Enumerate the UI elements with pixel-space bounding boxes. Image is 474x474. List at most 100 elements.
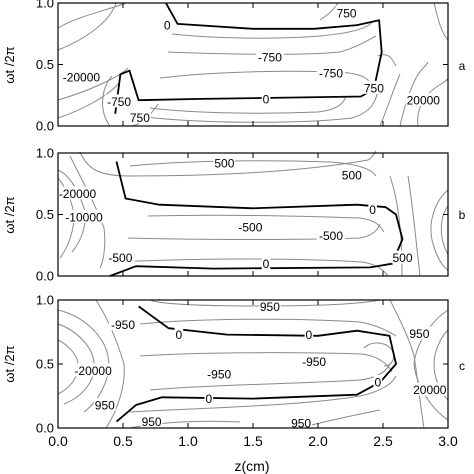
panel-c-label-bg — [304, 327, 314, 341]
x-tick-label: 0.0 — [48, 433, 68, 449]
panel-a-contour — [57, 67, 129, 101]
panel-c: 950 -950 0 0 950 -20000 -950 -950 0 20000 950 0 950 9… — [57, 299, 465, 430]
panel-a-contour-label: 0 — [263, 92, 270, 106]
y-tick-label: 0.5 — [36, 357, 54, 372]
panel-c-contour-label: 0 — [176, 328, 183, 342]
panel-a-contour-label: 750 — [364, 81, 384, 95]
y-tick-label: 1.0 — [36, 0, 54, 11]
panel-c-contour — [57, 309, 110, 413]
panel-b-contour-label: -500 — [238, 220, 262, 234]
panel-a-label: a — [459, 59, 466, 73]
panel-c-contour-label: 950 — [291, 416, 311, 430]
panel-a-contour — [135, 83, 379, 123]
x-tick-label: 2.5 — [373, 433, 393, 449]
panel-c-label-bg — [204, 391, 214, 405]
panel-c-thin-contours — [57, 299, 449, 429]
panel-a-label-bg — [405, 93, 441, 107]
panel-c-contour — [57, 323, 95, 405]
panel-c-label-bg — [290, 415, 312, 429]
panel-a-contour-label: 0 — [164, 19, 171, 33]
panel-a-label-bg — [255, 50, 285, 64]
panel-c-contour-label: 20000 — [413, 383, 447, 397]
panel-b-contour-label: 500 — [214, 156, 234, 170]
panel-a-contour-label: -750 — [107, 95, 131, 109]
panel-b-contour — [440, 205, 449, 255]
panel-b-label-bg — [236, 219, 265, 233]
panel-b-zero-contour — [109, 161, 404, 277]
panel-c-contour — [149, 363, 391, 391]
panel-b-contour-label: -20000 — [59, 187, 97, 201]
y-axis-label-b: ωt /2π — [2, 196, 17, 233]
x-tick-label: 3.0 — [438, 433, 458, 449]
panel-c-label-bg — [93, 397, 116, 411]
panel-c-contour — [129, 375, 397, 413]
panel-a-contour-label: -750 — [258, 51, 282, 65]
panel-a-contour — [379, 73, 401, 127]
panel-b-contour — [69, 155, 106, 269]
panel-a-label-bg — [335, 5, 358, 19]
panel-c-label-bg — [408, 326, 431, 340]
panel-a-contour-label: 20000 — [407, 94, 441, 108]
x-axis-label: z(cm) — [235, 458, 270, 474]
panel-a-contour — [167, 35, 377, 55]
panel-c-contour-label: 950 — [409, 327, 429, 341]
panel-b-contour-label: 500 — [392, 251, 412, 265]
x-tick-label: 2.0 — [308, 433, 328, 449]
panel-a-contour-labels: 0 750 -20000 -750 -750 0 750 20000 750 -750 — [60, 5, 441, 125]
panel-b-label: b — [459, 208, 466, 222]
panel-c-contour-label: 0 — [205, 392, 212, 406]
panel-b-label-bg — [63, 209, 105, 223]
panel-c-label-bg — [373, 374, 383, 388]
panel-a-zero-contour — [114, 2, 383, 114]
panel-c-contour — [413, 309, 449, 421]
panel-b-label-bg — [213, 155, 236, 169]
panel-c-label-bg — [412, 382, 448, 396]
panel-a-contour-label: 750 — [130, 111, 150, 125]
panel-a-contour — [433, 2, 449, 41]
panel-c-label-bg — [205, 367, 234, 381]
panel-a-label-bg — [261, 91, 271, 105]
panel-a-contour — [171, 21, 373, 39]
panel-b-label-bg — [340, 168, 363, 182]
panel-c-label-bg — [108, 317, 138, 331]
panel-b-contour-label: 0 — [369, 203, 376, 217]
panel-c-contour-label: -950 — [111, 318, 135, 332]
panel-a-contour — [417, 77, 449, 127]
panel-a-label-bg — [363, 80, 385, 94]
panel-b-contour-label: 0 — [263, 257, 270, 271]
panel-a-label-bg — [104, 94, 134, 108]
y-tick-label: 1.0 — [36, 146, 54, 161]
panel-c-zero-contour — [115, 305, 397, 423]
panel-c-contour-label: 950 — [95, 398, 115, 412]
x-axis: 0.0 0.5 1.0 1.5 2.0 2.5 3.0 — [48, 433, 458, 449]
panel-b-label-bg — [261, 256, 271, 270]
panel-a-contour — [57, 2, 127, 29]
y-tick-label: 0.0 — [36, 269, 54, 284]
panel-c-contour-label: -950 — [302, 355, 326, 369]
panel-b-contour — [57, 169, 86, 253]
panel-a-contour — [399, 61, 429, 127]
panel-c-label-bg — [259, 299, 281, 313]
panel-b-label-bg — [56, 186, 99, 200]
panel-b-contour-label: 500 — [342, 169, 362, 183]
panel-b-contour — [430, 189, 449, 271]
panel-c-contour — [389, 299, 425, 429]
panel-a-contour — [159, 70, 373, 89]
panel-b-contour — [147, 214, 385, 233]
panel-c-contour-labels: 950 -950 0 0 950 -20000 -950 -950 0 20000 950 0 950 9… — [72, 299, 448, 430]
panel-b-label-bg — [391, 250, 414, 264]
panel-b-contour — [407, 175, 421, 277]
panel-b-contour — [111, 258, 389, 277]
panel-c-contour — [129, 420, 241, 429]
panel-b-thin-contours — [57, 150, 449, 277]
panel-b-label-bg — [106, 250, 135, 264]
panel-b-contour-label: -10000 — [65, 210, 103, 224]
panel-a-contour — [102, 75, 113, 127]
panel-a: 0 750 -20000 -750 -750 0 750 20000 750 -750 a — [57, 2, 466, 127]
panel-c-contour-label: 0 — [374, 375, 381, 389]
panel-c-contour-label: 950 — [260, 300, 280, 314]
panel-c-contour — [139, 318, 397, 337]
y-tick-label: 0.5 — [36, 207, 54, 222]
panel-b-label-bg — [316, 228, 346, 242]
